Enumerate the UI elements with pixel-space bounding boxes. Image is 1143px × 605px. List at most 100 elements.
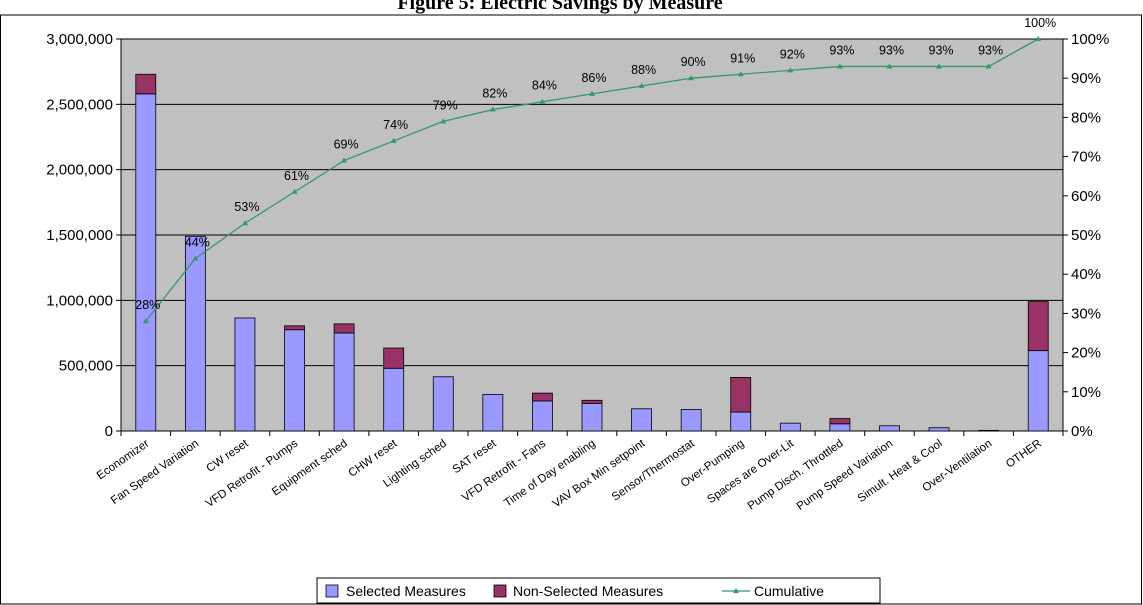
cumulative-data-label: 100%	[1024, 16, 1056, 30]
cumulative-data-label: 86%	[581, 71, 606, 85]
gridlines	[121, 103, 1063, 367]
bar-selected	[928, 427, 950, 432]
cumulative-point	[836, 63, 843, 69]
y2-tick-label: 50%	[1071, 227, 1101, 244]
y-tick-label: 1,000,000	[46, 292, 113, 309]
bar-selected	[1027, 350, 1049, 432]
cumulative-line	[142, 36, 1042, 324]
x-tick-label: Sensor/Thermostat	[610, 437, 698, 503]
legend-label-selected: Selected Measures	[346, 583, 466, 599]
bar-selected	[184, 235, 206, 432]
bar-non-selected	[1027, 301, 1049, 352]
cumulative-data-label: 28%	[135, 298, 160, 312]
cumulative-point	[390, 137, 397, 143]
legend-label-cumulative: Cumulative	[754, 583, 824, 599]
y-tick-label: 2,000,000	[46, 162, 113, 179]
cumulative-point	[638, 83, 645, 89]
cumulative-point	[291, 188, 298, 194]
x-tick-label: VFD Retrofit - Pumps	[204, 437, 301, 510]
cumulative-point	[192, 255, 199, 261]
cumulative-data-label: 79%	[433, 98, 458, 112]
cumulative-data-label: 61%	[284, 169, 309, 183]
bar-non-selected	[383, 347, 405, 369]
cumulative-data-label: 53%	[234, 200, 259, 214]
cumulative-point	[440, 118, 447, 124]
cumulative-labels: 28% 44% 53% 61% 69% 74% 79% 82% 84% 86% 88% 90% 91% 9…	[135, 16, 1056, 312]
y2-tick-label: 10%	[1071, 384, 1101, 401]
x-tick-label: CW reset	[205, 437, 252, 475]
cumulative-data-label: 84%	[532, 79, 557, 93]
bar-selected	[135, 93, 157, 432]
chart-area-border	[0, 14, 1142, 605]
cumulative-point	[787, 67, 794, 73]
bar-non-selected	[135, 73, 157, 95]
cumulative-data-label: 69%	[334, 138, 359, 152]
bar-non-selected	[284, 325, 305, 331]
cumulative-data-label: 93%	[929, 43, 954, 57]
y2-tick-label: 40%	[1071, 266, 1101, 283]
y-tick-label: 0	[105, 423, 113, 440]
x-tick-label: Spaces are Over-Lit	[705, 437, 796, 506]
y-tick-label: 1,500,000	[46, 227, 113, 244]
y2-tick-label: 80%	[1071, 109, 1101, 126]
y-tick-label: 500,000	[59, 358, 113, 375]
bar-selected	[680, 409, 702, 432]
legend-label-non-selected: Non-Selected Measures	[513, 583, 663, 599]
bar-selected	[284, 329, 305, 432]
y2-tick-label: 70%	[1071, 149, 1101, 166]
cumulative-point	[985, 63, 992, 69]
cumulative-data-label: 91%	[730, 51, 755, 65]
bar-non-selected	[333, 323, 355, 334]
bar-selected	[581, 403, 603, 432]
legend-box	[316, 577, 881, 604]
bar-selected	[631, 408, 652, 432]
cumulative-point	[1035, 36, 1042, 41]
bar-selected	[532, 400, 553, 432]
y2-tick-label: 60%	[1071, 188, 1101, 205]
cumulative-point	[489, 106, 496, 112]
y-axis-left: 0 500,000 1,000,000 1,500,000 2,000,000 2,500…	[46, 31, 121, 440]
cumulative-data-label: 74%	[383, 118, 408, 132]
legend-marker-cumulative	[733, 588, 739, 593]
cumulative-data-label: 92%	[780, 47, 805, 61]
bar-selected	[482, 394, 504, 432]
x-tick-label: VFD Retrofit - Fans	[460, 437, 548, 504]
bar-selected	[829, 423, 851, 432]
cumulative-data-label: 88%	[631, 63, 656, 77]
bar-selected	[730, 411, 752, 432]
cumulative-data-label: 93%	[829, 43, 854, 57]
cumulative-point	[241, 220, 248, 226]
y-tick-label: 2,500,000	[46, 96, 113, 113]
cumulative-data-label: 44%	[185, 236, 210, 250]
y2-tick-label: 20%	[1071, 345, 1101, 362]
y2-tick-label: 0%	[1071, 423, 1093, 440]
legend-swatch-non-selected	[493, 584, 507, 598]
legend: Selected Measures Non-Selected Measures …	[316, 577, 881, 604]
x-tick-label: Pump Speed Variation	[795, 438, 895, 513]
bar-selected	[383, 367, 405, 432]
bar-selected	[432, 376, 454, 432]
cumulative-point	[341, 157, 348, 163]
y2-tick-label: 90%	[1071, 70, 1101, 87]
bar-selected	[879, 425, 900, 432]
cumulative-point	[737, 71, 744, 77]
y-axis-right: 0% 10% 20% 30% 40% 50% 60% 70% 80% 90% 100%	[1063, 31, 1109, 440]
bar-selected	[978, 429, 1000, 432]
bar-non-selected	[581, 399, 603, 404]
x-tick-label: OTHER	[1004, 438, 1044, 471]
x-tick-label: Simult. Heat & Cool	[856, 438, 945, 505]
cumulative-point	[589, 90, 595, 96]
x-tick-label: VAV Box Min setpoint	[551, 437, 648, 510]
bar-selected	[234, 317, 256, 432]
cumulative-data-label: 90%	[681, 55, 706, 69]
cumulative-point	[539, 98, 546, 104]
bar-selected	[779, 422, 801, 432]
x-tick-label: SAT reset	[451, 437, 500, 476]
cumulative-point	[886, 63, 893, 69]
cumulative-point	[142, 318, 149, 324]
chart-title: Figure 5: Electric Savings by Measure	[397, 0, 722, 14]
bar-selected	[333, 332, 355, 432]
y2-tick-label: 30%	[1071, 305, 1101, 322]
